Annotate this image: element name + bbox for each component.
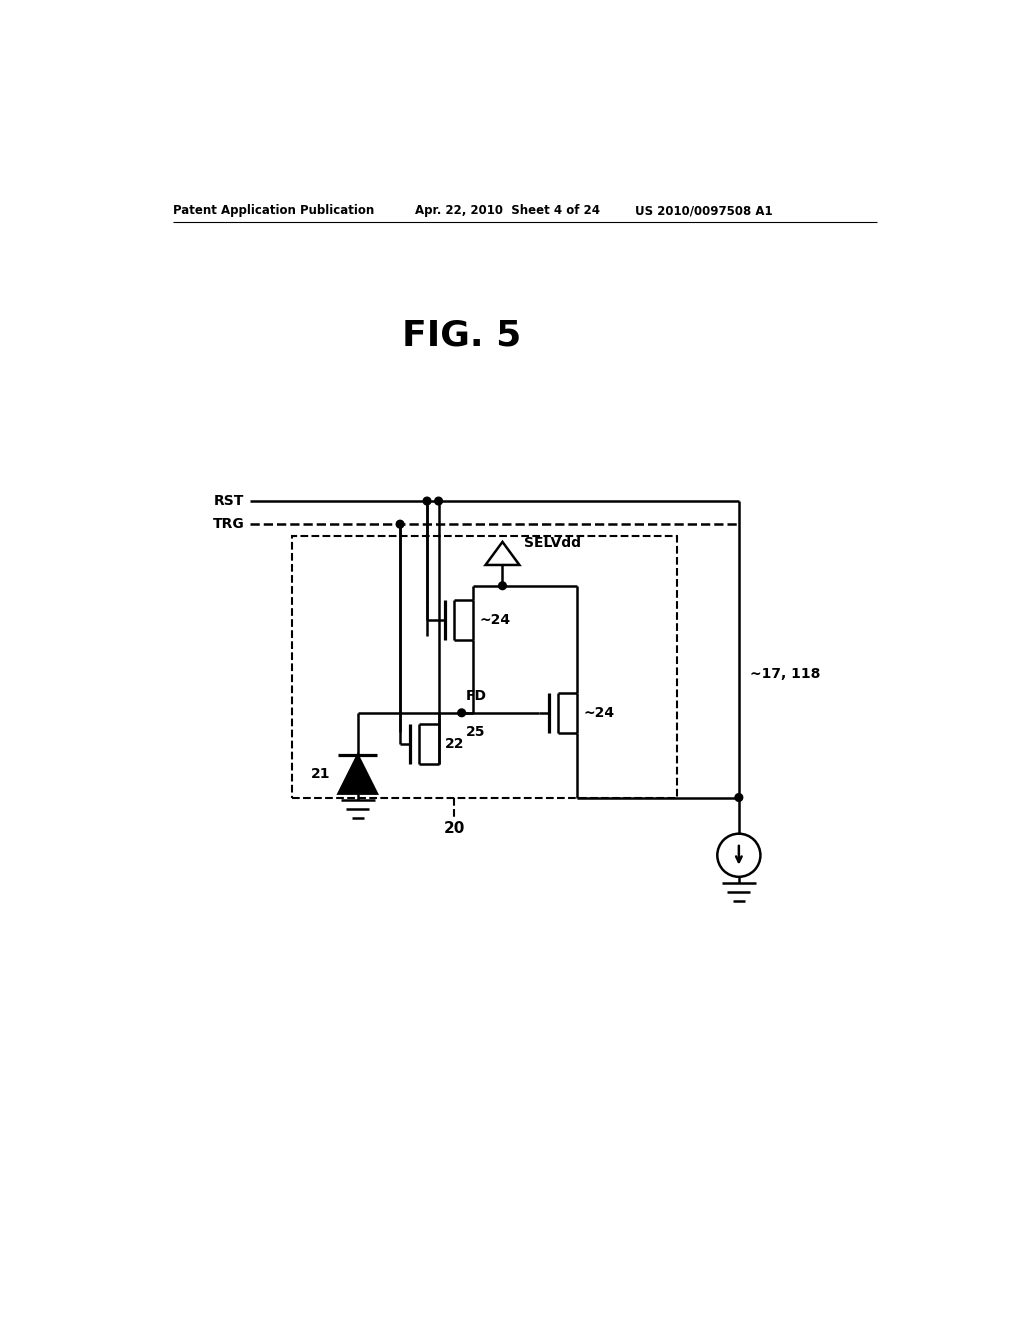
Text: ~24: ~24 [479,614,511,627]
Text: FIG. 5: FIG. 5 [402,318,521,352]
Text: 20: 20 [443,821,465,836]
Text: ~17, 118: ~17, 118 [751,668,821,681]
Circle shape [735,793,742,801]
Text: 21: 21 [311,767,331,781]
Text: TRG: TRG [213,517,245,531]
Polygon shape [339,755,377,793]
Circle shape [396,520,403,528]
Text: Apr. 22, 2010  Sheet 4 of 24: Apr. 22, 2010 Sheet 4 of 24 [416,205,600,218]
Text: SELVdd: SELVdd [524,536,581,550]
Bar [292,536,677,797]
Text: FD: FD [466,689,486,702]
Text: 25: 25 [466,725,485,739]
Text: 22: 22 [444,737,464,751]
Circle shape [423,498,431,506]
Circle shape [499,582,506,590]
Text: RST: RST [214,494,245,508]
Circle shape [458,709,466,717]
Circle shape [435,498,442,506]
Text: US 2010/0097508 A1: US 2010/0097508 A1 [635,205,772,218]
Text: Patent Application Publication: Patent Application Publication [173,205,374,218]
Text: ~24: ~24 [584,706,614,719]
